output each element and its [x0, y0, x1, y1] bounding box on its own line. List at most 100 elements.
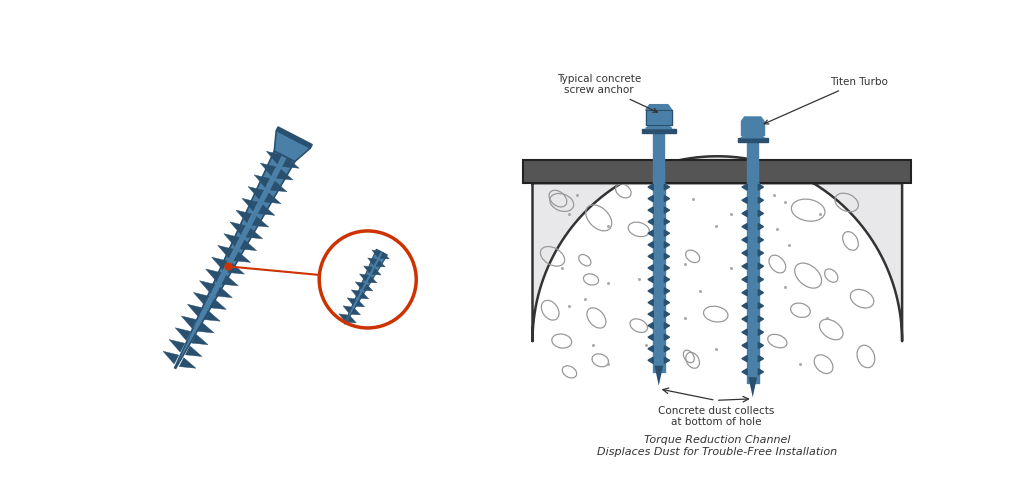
Polygon shape	[648, 346, 653, 352]
Polygon shape	[758, 290, 764, 296]
Polygon shape	[216, 287, 232, 298]
Polygon shape	[355, 282, 365, 290]
Polygon shape	[665, 311, 670, 317]
Polygon shape	[189, 319, 197, 328]
Polygon shape	[665, 288, 670, 294]
Text: Torque Reduction Channel
Displaces Dust for Trouble-Free Installation: Torque Reduction Channel Displaces Dust …	[597, 435, 838, 456]
Polygon shape	[380, 252, 389, 259]
Polygon shape	[263, 178, 270, 186]
Polygon shape	[276, 170, 293, 180]
Polygon shape	[758, 224, 764, 230]
Polygon shape	[648, 322, 653, 328]
Polygon shape	[665, 346, 670, 352]
Polygon shape	[648, 207, 653, 213]
Polygon shape	[742, 224, 748, 230]
Polygon shape	[239, 224, 246, 234]
Polygon shape	[194, 292, 209, 305]
Polygon shape	[229, 222, 246, 234]
Polygon shape	[339, 314, 348, 321]
Polygon shape	[742, 303, 748, 309]
Polygon shape	[758, 250, 764, 256]
Polygon shape	[274, 130, 310, 162]
Polygon shape	[196, 307, 203, 316]
Polygon shape	[758, 276, 764, 282]
Polygon shape	[270, 181, 287, 192]
Polygon shape	[232, 236, 240, 245]
Polygon shape	[355, 300, 365, 307]
Polygon shape	[175, 151, 295, 368]
Text: Typical concrete
screw anchor: Typical concrete screw anchor	[557, 74, 657, 112]
Polygon shape	[220, 260, 227, 268]
Polygon shape	[648, 196, 653, 202]
Polygon shape	[665, 207, 670, 213]
Polygon shape	[646, 110, 672, 126]
Polygon shape	[665, 265, 670, 271]
Polygon shape	[646, 126, 672, 128]
Polygon shape	[742, 369, 748, 375]
Polygon shape	[654, 366, 664, 386]
Polygon shape	[758, 356, 764, 362]
Polygon shape	[283, 158, 299, 168]
Polygon shape	[276, 127, 312, 148]
Polygon shape	[258, 204, 274, 216]
Polygon shape	[351, 290, 360, 297]
Polygon shape	[200, 280, 215, 293]
Polygon shape	[198, 322, 214, 333]
Polygon shape	[648, 311, 653, 317]
Polygon shape	[240, 240, 257, 250]
Polygon shape	[665, 230, 670, 236]
Polygon shape	[742, 329, 748, 336]
Polygon shape	[758, 263, 764, 270]
Circle shape	[319, 231, 416, 328]
Polygon shape	[264, 193, 281, 203]
Polygon shape	[758, 303, 764, 309]
Polygon shape	[344, 250, 387, 324]
Polygon shape	[343, 306, 352, 313]
Polygon shape	[646, 104, 672, 110]
Polygon shape	[187, 304, 203, 317]
Polygon shape	[181, 316, 197, 328]
Polygon shape	[665, 276, 670, 282]
Polygon shape	[665, 218, 670, 225]
Polygon shape	[742, 237, 748, 243]
Polygon shape	[246, 228, 263, 239]
Polygon shape	[742, 290, 748, 296]
Polygon shape	[368, 258, 377, 266]
Polygon shape	[227, 264, 245, 274]
Polygon shape	[218, 246, 233, 258]
Polygon shape	[742, 210, 748, 216]
Polygon shape	[665, 334, 670, 340]
Polygon shape	[206, 269, 221, 281]
Polygon shape	[372, 250, 381, 258]
Polygon shape	[269, 166, 276, 174]
Polygon shape	[742, 316, 748, 322]
Polygon shape	[163, 352, 178, 364]
Polygon shape	[665, 242, 670, 248]
Polygon shape	[254, 175, 269, 188]
Polygon shape	[758, 369, 764, 375]
Polygon shape	[665, 300, 670, 306]
Polygon shape	[257, 190, 264, 198]
Polygon shape	[741, 136, 764, 138]
Polygon shape	[245, 213, 252, 222]
Polygon shape	[178, 342, 185, 351]
Polygon shape	[226, 248, 233, 257]
Polygon shape	[758, 184, 764, 190]
Polygon shape	[648, 184, 653, 190]
Polygon shape	[248, 186, 264, 199]
Polygon shape	[742, 250, 748, 256]
Polygon shape	[179, 358, 196, 368]
Polygon shape	[251, 201, 258, 210]
Polygon shape	[236, 210, 252, 222]
Polygon shape	[372, 268, 381, 275]
Polygon shape	[175, 328, 190, 340]
Polygon shape	[184, 330, 191, 340]
Polygon shape	[260, 163, 275, 175]
Polygon shape	[737, 138, 768, 141]
Polygon shape	[665, 184, 670, 190]
Bar	[523, 160, 911, 183]
Polygon shape	[648, 265, 653, 271]
Polygon shape	[212, 257, 227, 270]
Polygon shape	[741, 117, 764, 121]
Polygon shape	[665, 357, 670, 364]
